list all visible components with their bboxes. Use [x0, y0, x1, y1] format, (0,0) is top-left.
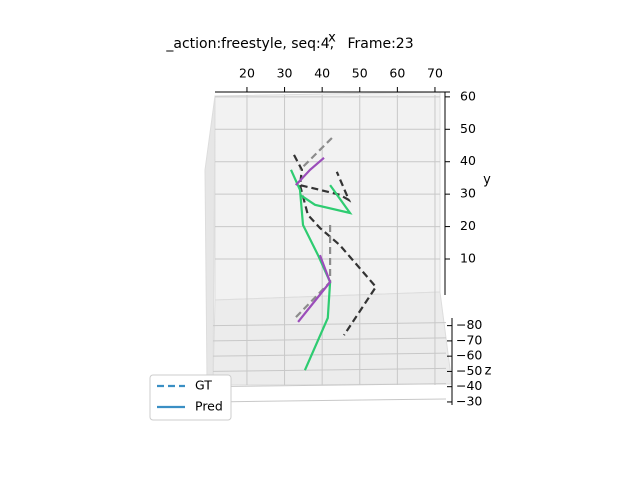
x-tick-label: 50: [352, 66, 368, 81]
z-tick-label: −40: [456, 378, 482, 393]
y-tick-label: 20: [460, 218, 476, 233]
z-tick-label: −70: [456, 332, 482, 347]
y-tick-label: 30: [460, 186, 476, 201]
x-tick-label: 40: [314, 66, 330, 81]
legend: GT Pred: [149, 374, 232, 421]
x-axis-label: x: [328, 31, 336, 46]
x-tick-label: 70: [427, 66, 443, 81]
z-tick-label: −30: [456, 393, 482, 408]
grid-line: [212, 383, 447, 388]
z-tick-label: −60: [456, 348, 482, 363]
y-axis-label: y: [483, 173, 491, 188]
grid-line: [212, 398, 447, 403]
chart-title: _action:freestyle, seq:4, Frame:23: [165, 36, 413, 52]
grid-line: [212, 322, 447, 327]
legend-label: GT: [195, 378, 212, 393]
z-tick-label: −50: [456, 363, 482, 378]
back-pane: [214, 91, 441, 301]
y-tick-label: 40: [460, 153, 476, 168]
y-tick-label: 10: [460, 251, 476, 266]
x-tick-label: 60: [389, 66, 405, 81]
x-tick-label: 20: [239, 66, 255, 81]
z-axis-label: z: [485, 364, 492, 379]
z-tick-label: −80: [456, 317, 482, 332]
skeleton-line: [289, 169, 353, 371]
y-tick-label: 50: [460, 121, 476, 136]
grid-line: [212, 367, 447, 372]
ticks: 20 30 40 50 60 70 10 20 30 40 50 60 −80−70−60−50−40−…: [239, 66, 482, 409]
grid-line: [212, 337, 447, 342]
x-tick-label: 30: [277, 66, 293, 81]
side-pane: [204, 95, 216, 387]
grid: [212, 95, 447, 403]
skeleton: [289, 137, 378, 371]
grid-line: [212, 352, 447, 357]
y-tick-label: 60: [460, 88, 476, 103]
skeleton-line: [294, 156, 332, 323]
legend-label: Pred: [195, 399, 223, 414]
